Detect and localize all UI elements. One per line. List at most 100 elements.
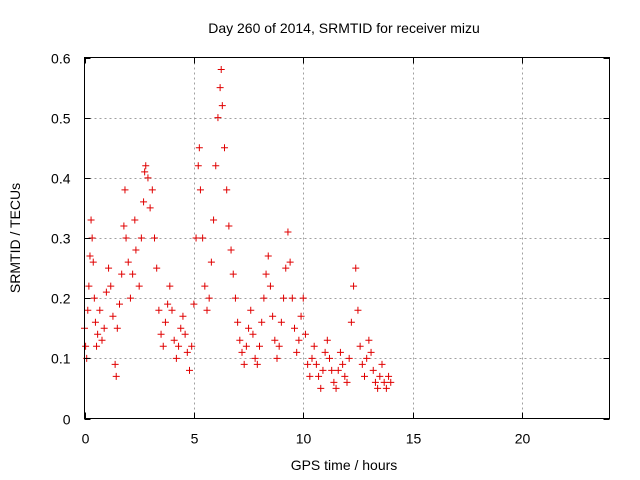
- data-point: [107, 282, 115, 290]
- data-point: [175, 342, 183, 350]
- data-point: [90, 294, 98, 302]
- data-point: [93, 342, 101, 350]
- data-point: [201, 282, 209, 290]
- data-point: [221, 144, 228, 152]
- data-point: [312, 360, 320, 368]
- data-point: [102, 288, 110, 296]
- data-point: [378, 360, 386, 368]
- y-tick-label: 0.4: [51, 171, 71, 187]
- data-point: [212, 162, 220, 170]
- data-point: [153, 264, 161, 272]
- data-point: [205, 294, 213, 302]
- data-point: [91, 318, 99, 326]
- data-point: [371, 378, 379, 386]
- data-point: [251, 354, 259, 362]
- data-point: [369, 366, 377, 374]
- y-tick-label: 0.5: [51, 111, 71, 127]
- data-point: [141, 168, 149, 176]
- data-point: [181, 330, 189, 338]
- data-point: [367, 348, 375, 356]
- data-point: [120, 222, 128, 230]
- data-point: [100, 324, 108, 332]
- data-point: [146, 204, 154, 212]
- data-point: [376, 372, 384, 380]
- data-point: [116, 300, 123, 308]
- data-point: [223, 186, 231, 194]
- data-point: [126, 294, 134, 302]
- data-point: [301, 330, 309, 338]
- data-point: [374, 384, 382, 392]
- data-point: [166, 282, 174, 290]
- data-point: [131, 216, 139, 224]
- data-point: [299, 294, 307, 302]
- data-point: [229, 270, 237, 278]
- data-point: [172, 354, 180, 362]
- data-point: [190, 300, 198, 308]
- data-point: [365, 336, 373, 344]
- data-point: [249, 330, 257, 338]
- data-point: [218, 102, 226, 110]
- data-point: [179, 312, 187, 320]
- data-point: [137, 234, 145, 242]
- data-point: [323, 336, 331, 344]
- data-point: [210, 216, 218, 224]
- data-point: [343, 378, 351, 386]
- data-point: [334, 366, 342, 374]
- data-point: [121, 186, 129, 194]
- data-point: [308, 354, 316, 362]
- data-point: [105, 264, 113, 272]
- y-axis-label: SRMTID / TECUs: [7, 183, 23, 293]
- data-point: [82, 342, 90, 350]
- data-point: [363, 354, 371, 362]
- data-point: [380, 378, 388, 386]
- data-point: [288, 294, 296, 302]
- data-point: [231, 294, 239, 302]
- data-point: [98, 336, 106, 344]
- data-point: [336, 348, 344, 356]
- data-point: [306, 372, 314, 380]
- x-tick-label: 15: [406, 431, 422, 447]
- chart-title: Day 260 of 2014, SRMTID for receiver miz…: [208, 20, 480, 36]
- data-point: [247, 306, 255, 314]
- data-point: [328, 366, 336, 374]
- data-point: [186, 366, 193, 374]
- data-point: [118, 270, 126, 278]
- data-point: [188, 342, 196, 350]
- data-point: [203, 306, 211, 314]
- data-point: [258, 318, 266, 326]
- data-point: [192, 234, 200, 242]
- data-point: [142, 162, 150, 170]
- data-point: [216, 84, 224, 92]
- data-point: [124, 258, 132, 266]
- data-point: [326, 354, 333, 362]
- data-point: [262, 270, 270, 278]
- x-axis-label: GPS time / hours: [291, 457, 398, 473]
- data-point: [266, 282, 274, 290]
- data-point: [256, 342, 263, 350]
- data-point: [260, 294, 268, 302]
- data-point: [354, 306, 362, 314]
- data-point: [321, 348, 329, 356]
- data-point: [177, 324, 185, 332]
- data-point: [89, 258, 97, 266]
- data-point: [242, 342, 250, 350]
- data-point: [280, 294, 288, 302]
- y-tick-label: 0.6: [51, 51, 71, 67]
- data-point: [196, 186, 204, 194]
- data-point: [295, 336, 303, 344]
- data-point: [207, 258, 215, 266]
- data-point: [113, 324, 121, 332]
- data-point: [214, 114, 222, 122]
- data-point: [245, 324, 253, 332]
- y-tick-label: 0.3: [51, 231, 71, 247]
- data-point: [253, 360, 261, 368]
- data-point: [132, 246, 140, 254]
- data-point: [347, 318, 355, 326]
- data-point: [352, 264, 360, 272]
- data-point: [361, 372, 368, 380]
- data-point: [140, 198, 148, 206]
- data-point: [129, 270, 137, 278]
- data-point: [217, 66, 225, 74]
- data-points: [81, 66, 395, 392]
- grid-layer: [84, 57, 610, 419]
